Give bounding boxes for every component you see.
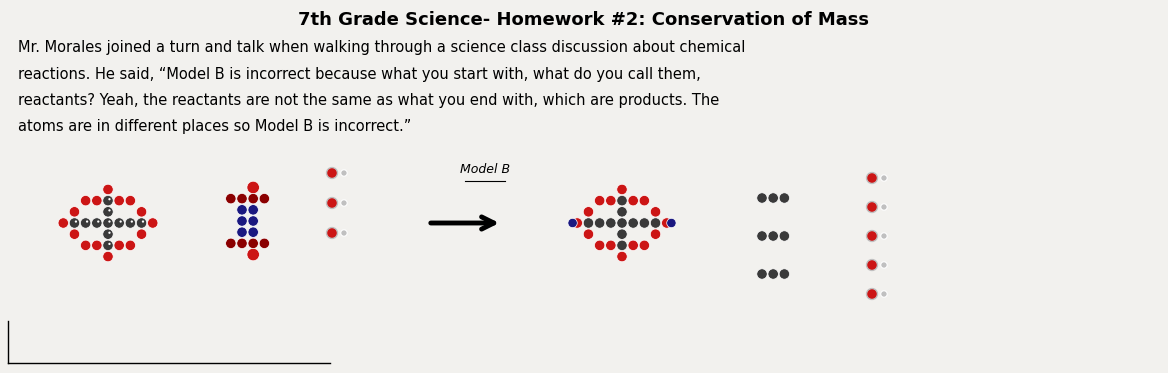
Circle shape [595,218,605,228]
Circle shape [259,194,270,204]
Circle shape [109,232,111,234]
Circle shape [779,193,790,203]
Circle shape [248,194,258,204]
Circle shape [237,194,248,204]
Circle shape [114,240,124,251]
Circle shape [237,216,248,226]
Circle shape [137,218,147,228]
Circle shape [237,227,248,237]
Circle shape [103,207,113,217]
Circle shape [248,238,258,248]
Circle shape [617,195,627,206]
Text: reactions. He said, “Model B is incorrect because what you start with, what do y: reactions. He said, “Model B is incorrec… [18,66,701,81]
Circle shape [881,233,888,239]
Circle shape [103,218,113,228]
Circle shape [341,170,347,176]
Circle shape [617,195,627,206]
Circle shape [595,195,605,206]
Circle shape [568,218,577,228]
Circle shape [147,218,158,228]
Text: Model B: Model B [460,163,510,176]
Circle shape [246,248,259,261]
Circle shape [109,198,111,200]
Text: Mr. Morales joined a turn and talk when walking through a science class discussi: Mr. Morales joined a turn and talk when … [18,40,745,55]
Circle shape [246,181,259,194]
Circle shape [248,227,258,237]
Circle shape [617,218,627,228]
Circle shape [327,167,338,178]
Circle shape [103,229,113,239]
Circle shape [867,201,877,213]
Circle shape [341,230,347,236]
Circle shape [125,240,135,251]
Circle shape [109,220,111,223]
Circle shape [248,216,258,226]
Circle shape [131,220,133,223]
Circle shape [651,207,661,217]
Circle shape [757,193,767,203]
Circle shape [617,240,627,251]
Circle shape [327,198,338,209]
Text: atoms are in different places so Model B is incorrect.”: atoms are in different places so Model B… [18,119,411,135]
Circle shape [225,194,236,204]
Circle shape [141,220,144,223]
Circle shape [81,240,91,251]
Circle shape [237,238,248,248]
Circle shape [583,218,593,228]
Circle shape [125,195,135,206]
Circle shape [606,240,616,251]
Circle shape [606,218,616,228]
Circle shape [91,195,102,206]
Circle shape [69,229,79,239]
Circle shape [667,218,676,228]
Circle shape [327,228,338,238]
Circle shape [881,204,888,210]
Circle shape [103,240,113,251]
Circle shape [137,229,147,239]
Circle shape [103,251,113,262]
Circle shape [617,251,627,262]
Circle shape [867,260,877,270]
Circle shape [114,195,124,206]
Circle shape [757,269,767,279]
Circle shape [103,184,113,195]
Circle shape [137,207,147,217]
Circle shape [639,195,649,206]
Circle shape [617,207,627,217]
Circle shape [91,240,102,251]
Circle shape [595,240,605,251]
Circle shape [75,220,77,223]
Circle shape [639,240,649,251]
Text: 7th Grade Science- Homework #2: Conservation of Mass: 7th Grade Science- Homework #2: Conserva… [299,11,869,29]
Circle shape [81,195,91,206]
Circle shape [341,200,347,206]
Circle shape [617,184,627,195]
Circle shape [779,231,790,241]
Circle shape [119,220,121,223]
Circle shape [225,238,236,248]
Circle shape [628,240,639,251]
Circle shape [259,238,270,248]
Circle shape [125,218,135,228]
Circle shape [769,231,778,241]
Circle shape [91,218,102,228]
Circle shape [248,205,258,215]
Circle shape [86,220,89,223]
Circle shape [757,231,767,241]
Circle shape [651,218,661,228]
Circle shape [779,269,790,279]
Circle shape [769,193,778,203]
Circle shape [237,205,248,215]
Circle shape [103,240,113,251]
Circle shape [639,218,649,228]
Circle shape [617,229,627,239]
Circle shape [109,209,111,211]
Circle shape [572,218,583,228]
Circle shape [628,218,639,228]
Circle shape [867,231,877,241]
Circle shape [81,218,91,228]
Circle shape [103,195,113,206]
Circle shape [606,195,616,206]
Circle shape [583,229,593,239]
